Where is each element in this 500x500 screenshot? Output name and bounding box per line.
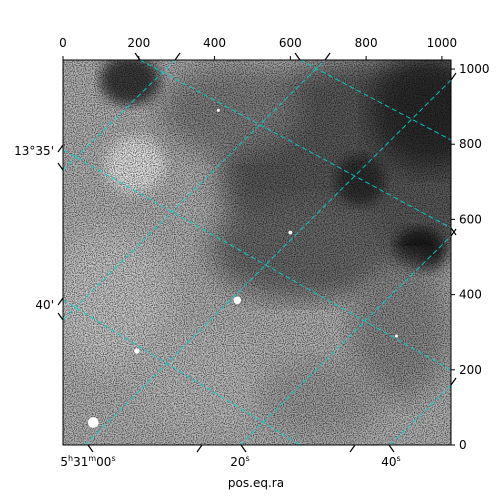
right-tick-label-1: 200 (459, 363, 482, 377)
sky-image (63, 60, 451, 445)
dec-gridline (63, 60, 176, 171)
ra-gridline (63, 299, 301, 445)
dec-tick-mark (324, 52, 331, 61)
dec-tick-mark (57, 162, 64, 171)
right-tick-label-2: 400 (459, 288, 482, 302)
coordinate-grid (63, 60, 451, 445)
ra-tick-mark (294, 52, 301, 61)
x-axis-label: pos.eq.ra (228, 476, 284, 490)
dec-gridline (239, 235, 451, 445)
right-tick-label-5: 1000 (459, 62, 490, 76)
ra-tick-mark (196, 444, 203, 453)
ra-tick-mark (349, 444, 356, 453)
ra-tick-mark (134, 52, 141, 61)
right-pixel-axis: 0 200 400 600 800 1000 (451, 62, 490, 452)
dec-gridline (63, 60, 326, 321)
top-tick-label-1: 200 (127, 36, 150, 50)
dec-tick-mark (57, 312, 64, 321)
star-5 (288, 230, 293, 235)
wcs-tick-marks (57, 52, 457, 453)
top-tick-label-2: 400 (203, 36, 226, 50)
plot-frame (62, 59, 452, 446)
ra-tick-mark (388, 444, 395, 453)
star-0 (87, 417, 99, 428)
dec-tick-label-1: 40' (35, 298, 54, 312)
right-tick-label-4: 800 (459, 137, 482, 151)
top-tick-label-0: 0 (59, 36, 67, 50)
top-pixel-axis: 0 200 400 600 800 1000 (59, 36, 457, 60)
top-tick-label-4: 800 (355, 36, 378, 50)
ra-gridline (63, 149, 451, 371)
ra-gridline (299, 60, 451, 141)
dec-tick-mark (174, 52, 181, 61)
top-tick-label-3: 600 (279, 36, 302, 50)
stars (87, 108, 398, 428)
ra-tick-mark (450, 377, 457, 386)
star-3 (394, 334, 398, 338)
ra-tick-label-2: 40s (381, 454, 400, 469)
dec-tick-label-0: 13°35' (14, 144, 54, 158)
star-2 (233, 296, 242, 305)
star-1 (134, 348, 140, 354)
star-4 (216, 108, 220, 112)
ra-tick-mark (240, 444, 247, 453)
ra-tick-mark (450, 72, 457, 81)
dec-tick-mark (450, 228, 457, 237)
ra-tick-mark (87, 444, 94, 453)
ra-tick-label-1: 20s (230, 454, 249, 469)
dec-gridline (389, 384, 451, 445)
right-tick-label-3: 600 (459, 212, 482, 226)
ra-gridline (139, 60, 451, 229)
dec-tick-mark (57, 297, 64, 306)
dec-gridline (84, 79, 451, 445)
ra-tick-label-0: 5h31m00s (60, 454, 115, 469)
top-tick-label-5: 1000 (427, 36, 458, 50)
right-tick-label-0: 0 (459, 438, 467, 452)
dec-tick-mark (57, 144, 64, 153)
